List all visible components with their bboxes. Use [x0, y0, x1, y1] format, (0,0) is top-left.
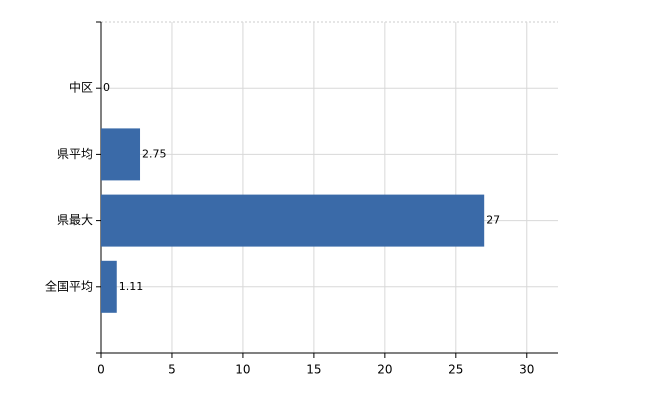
x-tick-label: 15	[306, 363, 321, 377]
data-label: 1.11	[119, 280, 144, 293]
y-tick-label: 全国平均	[45, 278, 93, 293]
data-label: 2.75	[142, 147, 167, 160]
x-tick-label: 5	[168, 363, 176, 377]
bar	[101, 194, 485, 247]
bar	[101, 260, 117, 313]
x-tick-label: 25	[448, 363, 463, 377]
y-tick-label: 県最大	[57, 213, 93, 227]
x-tick-label: 10	[235, 363, 250, 377]
data-label: 27	[486, 214, 500, 227]
y-tick-label: 県平均	[57, 147, 93, 161]
x-tick-label: 0	[97, 363, 105, 377]
x-tick-label: 20	[377, 363, 392, 377]
y-tick-label: 中区	[69, 80, 93, 95]
x-tick-label: 30	[519, 363, 534, 377]
data-label: 0	[103, 81, 110, 94]
bar	[101, 128, 141, 181]
